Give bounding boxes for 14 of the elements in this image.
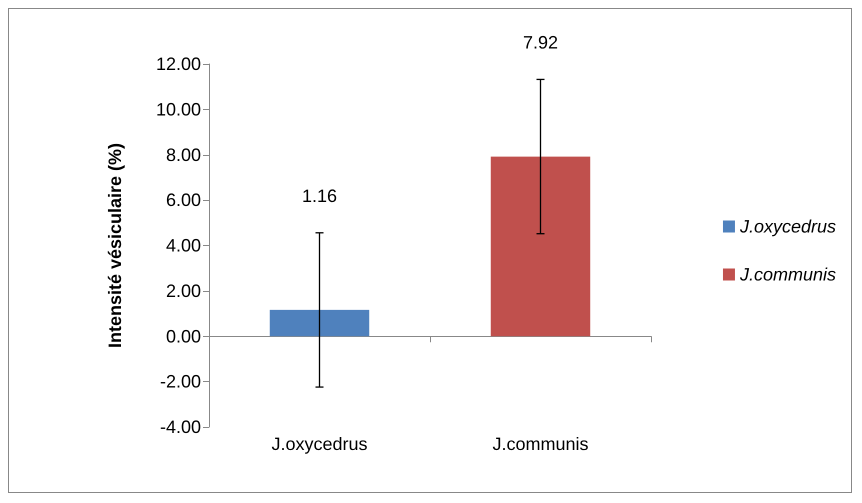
legend-label: J.communis [738,264,836,284]
annotation: 1.16 [302,186,338,206]
y-tick-label: 12.00 [156,54,201,74]
y-tick-label: 0.00 [166,326,201,346]
legend-label: J.oxycedrus [738,216,836,236]
y-tick-label: -4.00 [160,417,201,437]
y-tick-label: 6.00 [166,190,201,210]
y-tick-label: 2.00 [166,280,201,301]
text: 7.92 [522,32,558,52]
y-tick-label: -2.00 [160,372,201,392]
y-tick-label: 8.00 [166,144,201,165]
y-tick-label: 10.00 [156,99,201,120]
y-axis-title: Intensité vésiculaire (%) [105,142,125,348]
y-tick-label: 4.00 [166,236,201,256]
